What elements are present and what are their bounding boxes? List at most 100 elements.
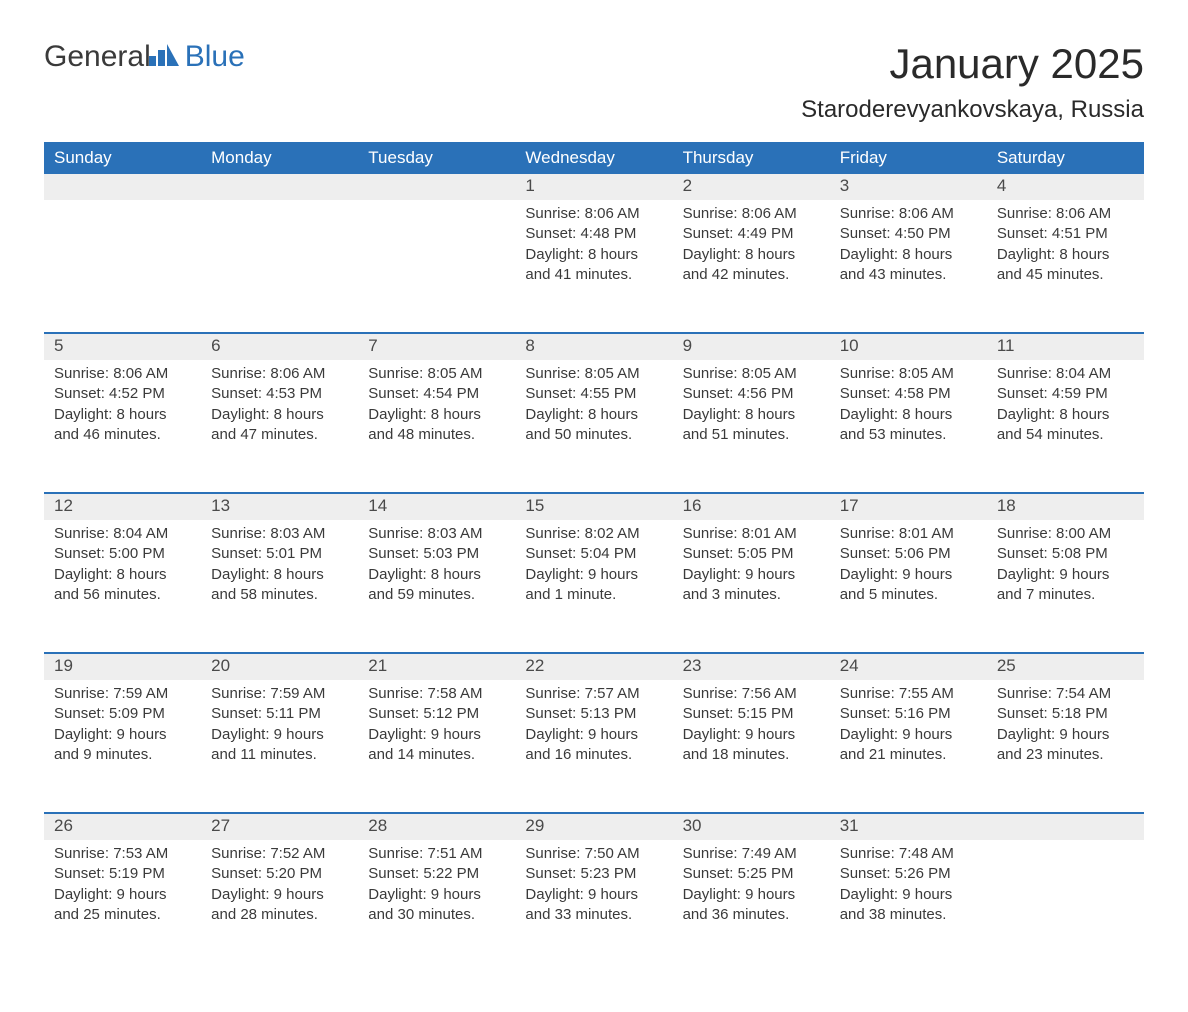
sunset-line: Sunset: 5:20 PM — [211, 864, 348, 884]
sunrise-line: Sunrise: 8:06 AM — [840, 204, 977, 224]
daylight-line: Daylight: 9 hours and 7 minutes. — [997, 565, 1134, 606]
day-details-cell: Sunrise: 7:56 AMSunset: 5:15 PMDaylight:… — [673, 680, 830, 813]
daylight-line: Daylight: 9 hours and 28 minutes. — [211, 885, 348, 926]
sunset-line: Sunset: 4:49 PM — [683, 224, 820, 244]
sunset-line: Sunset: 4:53 PM — [211, 384, 348, 404]
calendar-table: Sunday Monday Tuesday Wednesday Thursday… — [44, 142, 1144, 972]
daylight-line: Daylight: 8 hours and 46 minutes. — [54, 405, 191, 446]
week-details-row: Sunrise: 7:53 AMSunset: 5:19 PMDaylight:… — [44, 840, 1144, 972]
daylight-line: Daylight: 9 hours and 14 minutes. — [368, 725, 505, 766]
day-number-cell: 5 — [44, 333, 201, 360]
day-details-cell: Sunrise: 7:54 AMSunset: 5:18 PMDaylight:… — [987, 680, 1144, 813]
day-number-cell: 13 — [201, 493, 358, 520]
day-details-cell: Sunrise: 8:05 AMSunset: 4:55 PMDaylight:… — [515, 360, 672, 493]
sunrise-line: Sunrise: 7:50 AM — [525, 844, 662, 864]
day-header: Saturday — [987, 142, 1144, 174]
day-details-cell: Sunrise: 8:04 AMSunset: 4:59 PMDaylight:… — [987, 360, 1144, 493]
day-details-cell: Sunrise: 8:05 AMSunset: 4:54 PMDaylight:… — [358, 360, 515, 493]
sunset-line: Sunset: 5:09 PM — [54, 704, 191, 724]
day-details-cell: Sunrise: 8:06 AMSunset: 4:48 PMDaylight:… — [515, 200, 672, 333]
day-details-cell: Sunrise: 7:59 AMSunset: 5:11 PMDaylight:… — [201, 680, 358, 813]
day-details-cell: Sunrise: 7:59 AMSunset: 5:09 PMDaylight:… — [44, 680, 201, 813]
sunset-line: Sunset: 5:16 PM — [840, 704, 977, 724]
sunset-line: Sunset: 5:03 PM — [368, 544, 505, 564]
sunrise-line: Sunrise: 8:06 AM — [525, 204, 662, 224]
day-details-cell: Sunrise: 8:03 AMSunset: 5:01 PMDaylight:… — [201, 520, 358, 653]
sunrise-line: Sunrise: 8:05 AM — [840, 364, 977, 384]
day-number-cell: 20 — [201, 653, 358, 680]
day-number-cell: 17 — [830, 493, 987, 520]
daylight-line: Daylight: 8 hours and 41 minutes. — [525, 245, 662, 286]
day-number-cell: 18 — [987, 493, 1144, 520]
day-number-cell: 10 — [830, 333, 987, 360]
day-details-cell: Sunrise: 8:01 AMSunset: 5:05 PMDaylight:… — [673, 520, 830, 653]
sunset-line: Sunset: 5:12 PM — [368, 704, 505, 724]
day-number-cell: 9 — [673, 333, 830, 360]
sunrise-line: Sunrise: 8:04 AM — [54, 524, 191, 544]
sunrise-line: Sunrise: 8:06 AM — [54, 364, 191, 384]
day-number-cell: 15 — [515, 493, 672, 520]
week-details-row: Sunrise: 8:04 AMSunset: 5:00 PM Daylight:… — [44, 520, 1144, 653]
daylight-line: Daylight: 8 hours and 59 minutes. — [368, 565, 505, 606]
day-number-cell: 12 — [44, 493, 201, 520]
daylight-line: Daylight: 8 hours and 51 minutes. — [683, 405, 820, 446]
day-details-cell: Sunrise: 7:52 AMSunset: 5:20 PMDaylight:… — [201, 840, 358, 972]
day-header: Friday — [830, 142, 987, 174]
day-details-cell: Sunrise: 8:06 AMSunset: 4:50 PMDaylight:… — [830, 200, 987, 333]
day-details-cell: Sunrise: 8:05 AMSunset: 4:58 PMDaylight:… — [830, 360, 987, 493]
sunrise-line: Sunrise: 7:56 AM — [683, 684, 820, 704]
sunrise-line: Sunrise: 7:59 AM — [54, 684, 191, 704]
sunrise-line: Sunrise: 7:58 AM — [368, 684, 505, 704]
day-details-cell — [44, 200, 201, 333]
day-number-cell: 8 — [515, 333, 672, 360]
sunset-line: Sunset: 5:05 PM — [683, 544, 820, 564]
daylight-line: Daylight: 8 hours and 54 minutes. — [997, 405, 1134, 446]
daylight-line: Daylight: 9 hours and 1 minute. — [525, 565, 662, 606]
day-number-cell: 3 — [830, 174, 987, 200]
day-number-cell: 14 — [358, 493, 515, 520]
day-details-cell: Sunrise: 7:51 AMSunset: 5:22 PMDaylight:… — [358, 840, 515, 972]
day-number-cell: 31 — [830, 813, 987, 840]
logo-text-general: General — [44, 40, 151, 74]
daylight-line: Daylight: 8 hours and 50 minutes. — [525, 405, 662, 446]
week-details-row: Sunrise: 7:59 AMSunset: 5:09 PM Daylight:… — [44, 680, 1144, 813]
day-number-cell: 4 — [987, 174, 1144, 200]
sunset-line: Sunset: 4:48 PM — [525, 224, 662, 244]
week-number-row: 19202122232425 — [44, 653, 1144, 680]
week-number-row: 12131415161718 — [44, 493, 1144, 520]
logo-text-blue: Blue — [185, 40, 245, 74]
week-details-row: Sunrise: 8:06 AMSunset: 4:52 PMDaylight:… — [44, 360, 1144, 493]
day-header: Tuesday — [358, 142, 515, 174]
sunrise-line: Sunrise: 7:54 AM — [997, 684, 1134, 704]
day-number-cell: 27 — [201, 813, 358, 840]
sunrise-line: Sunrise: 8:01 AM — [683, 524, 820, 544]
location-subtitle: Staroderevyankovskaya, Russia — [801, 96, 1144, 124]
sunset-line: Sunset: 5:04 PM — [525, 544, 662, 564]
day-number-cell: 1 — [515, 174, 672, 200]
week-number-row: 1234 — [44, 174, 1144, 200]
daylight-line: Daylight: 9 hours and 25 minutes. — [54, 885, 191, 926]
sunrise-line: Sunrise: 8:02 AM — [525, 524, 662, 544]
sunrise-line: Sunrise: 8:05 AM — [525, 364, 662, 384]
sunset-line: Sunset: 5:23 PM — [525, 864, 662, 884]
day-details-cell: Sunrise: 8:06 AMSunset: 4:51 PMDaylight:… — [987, 200, 1144, 333]
sunrise-line: Sunrise: 8:04 AM — [997, 364, 1134, 384]
daylight-line: Daylight: 9 hours and 38 minutes. — [840, 885, 977, 926]
day-details-cell: Sunrise: 8:01 AMSunset: 5:06 PMDaylight:… — [830, 520, 987, 653]
sunset-line: Sunset: 5:00 PM — [54, 544, 191, 564]
daylight-line: Daylight: 8 hours and 53 minutes. — [840, 405, 977, 446]
sunset-line: Sunset: 5:01 PM — [211, 544, 348, 564]
daylight-line: Daylight: 8 hours and 42 minutes. — [683, 245, 820, 286]
daylight-line: Daylight: 9 hours and 11 minutes. — [211, 725, 348, 766]
sunset-line: Sunset: 5:11 PM — [211, 704, 348, 724]
daylight-line: Daylight: 8 hours and 58 minutes. — [211, 565, 348, 606]
day-number-cell: 2 — [673, 174, 830, 200]
day-details-cell: Sunrise: 8:02 AMSunset: 5:04 PMDaylight:… — [515, 520, 672, 653]
day-number-cell — [358, 174, 515, 200]
day-number-cell: 23 — [673, 653, 830, 680]
sunrise-line: Sunrise: 7:48 AM — [840, 844, 977, 864]
title-block: January 2025 Staroderevyankovskaya, Russ… — [801, 40, 1144, 124]
day-number-cell: 29 — [515, 813, 672, 840]
sunset-line: Sunset: 4:55 PM — [525, 384, 662, 404]
daylight-line: Daylight: 9 hours and 16 minutes. — [525, 725, 662, 766]
